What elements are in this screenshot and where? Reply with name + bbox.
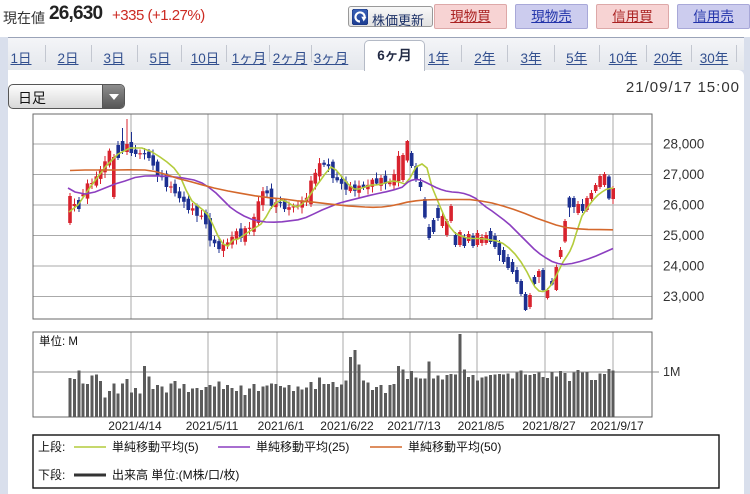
svg-text:単純移動平均(50): 単純移動平均(50) bbox=[408, 440, 501, 454]
svg-text:27,000: 27,000 bbox=[663, 167, 704, 182]
svg-text:1M: 1M bbox=[663, 365, 680, 379]
svg-text:上段:: 上段: bbox=[38, 439, 65, 454]
svg-text:26,000: 26,000 bbox=[663, 198, 704, 213]
svg-text:2021/7/13: 2021/7/13 bbox=[387, 419, 441, 433]
svg-text:2021/6/1: 2021/6/1 bbox=[258, 419, 305, 433]
svg-text:2021/9/17: 2021/9/17 bbox=[590, 419, 644, 433]
svg-text:2021/4/14: 2021/4/14 bbox=[108, 419, 162, 433]
svg-text:2021/5/11: 2021/5/11 bbox=[186, 419, 239, 433]
svg-text:25,000: 25,000 bbox=[663, 228, 704, 243]
svg-text:単位: M: 単位: M bbox=[39, 334, 78, 348]
svg-text:23,000: 23,000 bbox=[663, 289, 704, 304]
svg-text:28,000: 28,000 bbox=[663, 137, 704, 152]
svg-text:下段:: 下段: bbox=[38, 467, 65, 482]
svg-text:単純移動平均(5): 単純移動平均(5) bbox=[112, 440, 199, 454]
svg-text:2021/6/22: 2021/6/22 bbox=[320, 419, 374, 433]
svg-text:出来高 単位:(M株/口/枚): 出来高 単位:(M株/口/枚) bbox=[112, 467, 239, 482]
svg-text:2021/8/5: 2021/8/5 bbox=[458, 419, 505, 433]
svg-text:24,000: 24,000 bbox=[663, 259, 704, 274]
svg-text:単純移動平均(25): 単純移動平均(25) bbox=[256, 440, 349, 454]
svg-text:2021/8/27: 2021/8/27 bbox=[522, 419, 576, 433]
